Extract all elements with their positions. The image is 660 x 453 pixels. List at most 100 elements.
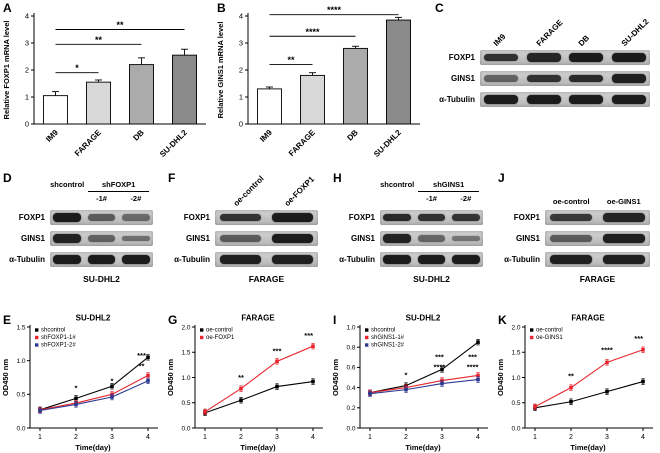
blot-membrane: [480, 92, 650, 107]
y-tick-label: 0.0: [346, 425, 355, 432]
significance-asterisks: **: [238, 373, 244, 382]
blot-lane: [267, 252, 319, 267]
blot-lane: [608, 50, 651, 65]
blot-lane: [50, 210, 84, 225]
western-blot-shfoxp1: shcontrol shFOXP1 -1# -2# FOXP1 GINS1 α-Tubuli…: [0, 176, 163, 312]
panel-k: K 0.0 0.5 1.0 1.5 2.0 1 2 3 4 FARAGE oe-control oe-…: [495, 312, 658, 453]
blot-band: [484, 53, 519, 62]
blot-band: [417, 213, 446, 222]
x-tick-label: 1: [533, 434, 537, 441]
blot-band: [383, 213, 411, 222]
blot-band: [569, 53, 604, 62]
blot-lane: [449, 210, 483, 225]
y-tick-label: 1.0: [346, 324, 355, 331]
legend-label: shGINS1-2#: [371, 343, 405, 349]
blot-row-label: GINS1: [515, 234, 540, 243]
x-category-label: FARAGE: [73, 128, 103, 158]
chart-title: FARAGE: [571, 314, 605, 323]
y-axis-title: OD450 nm: [496, 359, 505, 396]
x-tick-label: 4: [641, 434, 645, 441]
blot-lane: [119, 231, 153, 246]
legend-marker: [365, 343, 369, 347]
data-point-marker: [641, 347, 645, 352]
blot-row-label: α-Tubulin: [504, 255, 540, 264]
blot-band: [526, 95, 561, 104]
blot-cell-line-label: SU-DHL2: [413, 274, 450, 284]
blot-band: [452, 255, 480, 264]
blot-band: [122, 235, 150, 242]
significance-asterisks: **: [95, 35, 103, 45]
panel-g-label: G: [168, 313, 178, 327]
blot-lane: [414, 252, 448, 267]
blot-subcolumn-label: -2#: [460, 194, 472, 203]
legend-label: oe-control: [206, 328, 233, 334]
blot-lane: [523, 92, 566, 107]
y-tick-label: 1.5: [511, 350, 520, 357]
panel-h: H shcontrol shGINS1 -1# -2# FOXP1 GINS1 α-Tubu…: [330, 170, 493, 312]
legend-marker: [530, 335, 534, 340]
panel-i: I 0.0 0.2 0.4 0.6 0.8 1.0 1 2 3 4 SU-DHL2 shcontrol…: [330, 312, 493, 453]
data-point-marker: [569, 385, 573, 390]
blot-band: [602, 255, 645, 264]
blot-lane: [84, 210, 118, 225]
significance-asterisks: ***: [137, 351, 146, 360]
data-point-marker: [605, 360, 609, 365]
blot-lane: [414, 210, 448, 225]
blot-lane: [380, 210, 414, 225]
series-line: [369, 341, 479, 394]
blot-row-label: GINS1: [185, 234, 210, 243]
shfoxp1-proliferation-line-chart: 0.00.51.01.51 2 3 4SU-DHL2shcontrolshFOXP1-…: [1, 314, 158, 452]
blot-subcolumn-label: -1#: [426, 194, 437, 203]
oe-gins1-proliferation-line-chart: 0.0 0.5 1.0 1.5 2.0 1 2 3 4 FARAGE oe-controloe-GI…: [496, 314, 653, 452]
blot-lane: [84, 231, 118, 246]
bar: [300, 74, 325, 125]
blot-lane: [449, 252, 483, 267]
data-point-marker: [311, 379, 315, 384]
y-tick-label: 1: [25, 93, 29, 102]
significance-asterisks: *: [111, 377, 114, 386]
blot-column-label: oe-FOXP1: [282, 174, 317, 208]
blot-band: [271, 213, 313, 222]
chart-title: SU-DHL2: [406, 314, 441, 323]
series-line: [369, 378, 479, 395]
y-tick-label: 1.5: [181, 350, 190, 357]
western-blot-shgins1: shcontrol shGINS1 -1# -2# FOXP1 GINS1 α-Tubuli…: [330, 176, 493, 312]
blot-band: [87, 235, 116, 242]
blot-row-label: FOXP1: [513, 213, 540, 222]
y-tick-label: 2: [25, 66, 29, 75]
panel-b: B 0 1 2 3 4 IM9 FARAGE DB SU-DHL2 ** **** **** Relat…: [214, 0, 426, 170]
blot-row-label: α-Tubulin: [9, 255, 45, 264]
data-point-marker: [275, 384, 279, 389]
x-tick-label: 4: [146, 434, 150, 441]
y-tick-label: 0.0: [181, 425, 190, 432]
blot-lane: [380, 231, 414, 246]
series-line: [369, 374, 479, 394]
x-tick-label: 3: [275, 434, 279, 441]
y-tick-label: 4: [25, 12, 29, 21]
blot-row-label: GINS1: [350, 234, 375, 243]
y-tick-label: 0.4: [346, 385, 355, 392]
data-point-marker: [476, 340, 480, 344]
blot-lane: [565, 71, 608, 86]
blot-lane: [608, 92, 651, 107]
x-category-label: FARAGE: [287, 128, 317, 158]
blot-lane: [215, 252, 267, 267]
blot-membrane: [50, 210, 153, 225]
blot-lane: [119, 252, 153, 267]
significance-asterisks: ****: [327, 5, 342, 15]
y-tick-label: 1.0: [511, 375, 520, 382]
blot-band: [87, 255, 116, 264]
blot-band: [417, 255, 446, 264]
significance-asterisks: *: [75, 63, 79, 73]
significance-asterisks: *: [405, 371, 408, 380]
panel-i-label: I: [333, 313, 337, 327]
x-tick-label: 1: [368, 434, 372, 441]
x-tick-label: 2: [569, 434, 573, 441]
blot-band: [550, 255, 593, 264]
y-tick-label: 3: [25, 39, 29, 48]
blot-lane: [215, 231, 267, 246]
y-tick-label: 4: [239, 12, 243, 21]
panel-a-label: A: [3, 1, 12, 15]
blot-lane: [480, 50, 523, 65]
x-tick-label: 3: [110, 434, 114, 441]
